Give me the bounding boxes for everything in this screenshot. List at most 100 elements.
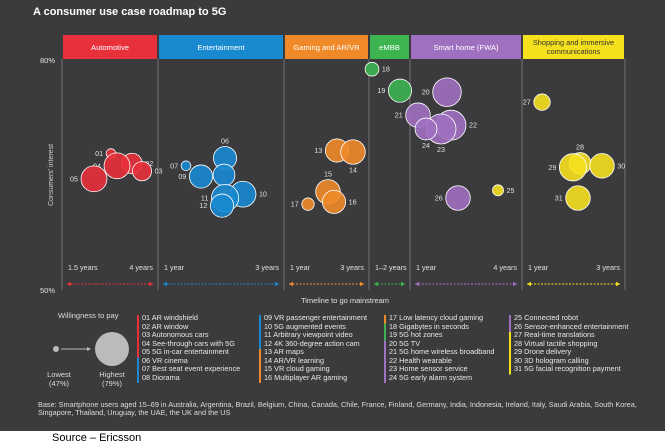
bubble-label: 05 — [70, 174, 78, 183]
timeline-end-label: 4 years — [493, 263, 517, 272]
legend-column: 09 VR passenger entertainment 10 5G augme… — [264, 313, 367, 382]
bubble — [212, 163, 236, 187]
bubble-label: 20 — [422, 88, 430, 97]
willingness-arrow-head — [87, 347, 91, 351]
legend-item: 07 Best seat event experience — [142, 364, 241, 373]
bubble — [364, 61, 380, 77]
category-header-label: eMBB — [379, 43, 400, 52]
timeline-arrow-head — [289, 281, 293, 287]
bubble-label: 09 — [178, 172, 186, 181]
timeline-arrow-head — [616, 281, 620, 287]
bubble-label: 18 — [382, 65, 390, 74]
category-header-label: communications — [547, 47, 601, 56]
bubble-label: 03 — [155, 167, 163, 176]
category-header-label: Smart home (FWA) — [433, 43, 499, 52]
legend-column: 01 AR windshield 02 AR window 03 Autonomou… — [142, 313, 241, 382]
bubble-label: 16 — [349, 197, 357, 206]
bubble-label: 02 — [145, 159, 153, 168]
category-header — [523, 35, 624, 59]
timeline-arrow-head — [415, 281, 419, 287]
legend-item: 02 AR window — [142, 321, 189, 331]
legend-item: 01 AR windshield — [142, 313, 198, 322]
timeline-start-label: 1 year — [164, 263, 185, 272]
bubble — [533, 93, 551, 111]
bubble — [188, 164, 213, 189]
category-header — [370, 35, 409, 59]
legend-item: 08 Diorama — [142, 372, 180, 382]
bubble-label: 31 — [555, 194, 563, 203]
bubble — [103, 152, 131, 180]
base-note: Base: Smartphone users aged 15–69 in Aus… — [38, 400, 637, 418]
legend-item: 20 5G TV — [389, 338, 421, 348]
bubble — [387, 78, 412, 103]
willingness-high-dot — [95, 332, 129, 366]
legend-color-bar — [509, 332, 511, 375]
legend-item: 23 Home sensor service — [389, 364, 468, 373]
bubble — [132, 161, 152, 182]
bubble-label: 14 — [349, 165, 357, 174]
category-header-label: Shopping and immersive — [533, 38, 614, 47]
bubble-label: 07 — [170, 161, 178, 170]
category-header-label: Gaming and AR/VR — [293, 43, 360, 52]
legend-color-bar — [384, 323, 386, 341]
legend-item: 26 Sensor-enhanced entertainment — [514, 321, 629, 331]
timeline-arrow-head — [527, 281, 531, 287]
timeline-arrow-head — [401, 281, 405, 287]
bubble — [209, 193, 234, 218]
source-caption: Source – Ericsson — [52, 432, 142, 444]
bubble-label: 28 — [576, 143, 584, 152]
category-header — [411, 35, 521, 59]
legend-item: 18 Gigabytes in seconds — [389, 321, 469, 331]
bubble-label: 22 — [469, 121, 477, 130]
legend-item: 21 5G home wireless broadband — [389, 347, 495, 356]
bubble-label: 29 — [548, 163, 556, 172]
timeline-start-label: 1 year — [416, 263, 437, 272]
legend-item: 11 Arbitrary viewpoint video — [264, 330, 353, 339]
legend-color-bar — [384, 340, 386, 383]
bubble — [432, 77, 462, 107]
legend-item: 13 AR maps — [264, 347, 304, 356]
bubble-label: 30 — [617, 161, 625, 170]
willingness-highest-value: (79%) — [101, 379, 122, 388]
legend-column: 25 Connected robot 26 Sensor-enhanced ent… — [514, 313, 629, 374]
willingness-title: Willingness to pay — [58, 311, 119, 320]
bubble — [80, 165, 108, 193]
legend-color-bar — [259, 349, 261, 383]
legend-color-bar — [137, 357, 139, 383]
bubble — [414, 117, 438, 141]
willingness-highest: Highest (79%) — [92, 370, 132, 388]
bubble — [558, 153, 588, 182]
timeline-arrow-head — [275, 281, 279, 287]
legend-column: 17 Low latency cloud gaming 18 Gigabytes … — [389, 313, 495, 382]
legend-color-bar — [384, 315, 386, 324]
category-header-label: Entertainment — [197, 43, 245, 52]
legend-item: 22 Health wearable — [389, 355, 452, 365]
bubble-label: 17 — [291, 200, 299, 209]
y-tick-label: 80% — [40, 56, 55, 65]
bubble-label: 26 — [435, 194, 443, 203]
legend-item: 25 Connected robot — [514, 313, 579, 322]
bubble-label: 06 — [221, 137, 229, 146]
legend-item: 27 Real-time translations — [514, 330, 595, 339]
bubble-label: 10 — [259, 190, 267, 199]
timeline-end-label: 4 years — [129, 263, 153, 272]
legend-color-bar — [259, 315, 261, 349]
legend-item: 17 Low latency cloud gaming — [389, 313, 484, 322]
legend-item: 05 5G in-car entertainment — [142, 347, 229, 356]
bubble — [180, 160, 192, 172]
category-header — [285, 35, 368, 59]
bubble — [492, 184, 504, 197]
timeline-arrow-head — [67, 281, 71, 287]
timeline-arrow-head — [360, 281, 364, 287]
timeline-arrow-head — [374, 281, 378, 287]
bubble-label: 27 — [523, 98, 531, 107]
category-header-label: Automotive — [91, 43, 129, 52]
timeline-arrow-head — [149, 281, 153, 287]
legend-item: 10 5G augmented events — [264, 321, 346, 331]
bubble-label: 15 — [324, 170, 332, 179]
legend-item: 28 Virtual tactile shopping — [514, 338, 598, 348]
timeline-start-label: 1 year — [528, 263, 549, 272]
legend-item: 31 5G facial recognition payment — [514, 364, 621, 373]
timeline-start-label: 1.5 years — [68, 263, 98, 272]
timeline-start-label: 1 year — [290, 263, 311, 272]
